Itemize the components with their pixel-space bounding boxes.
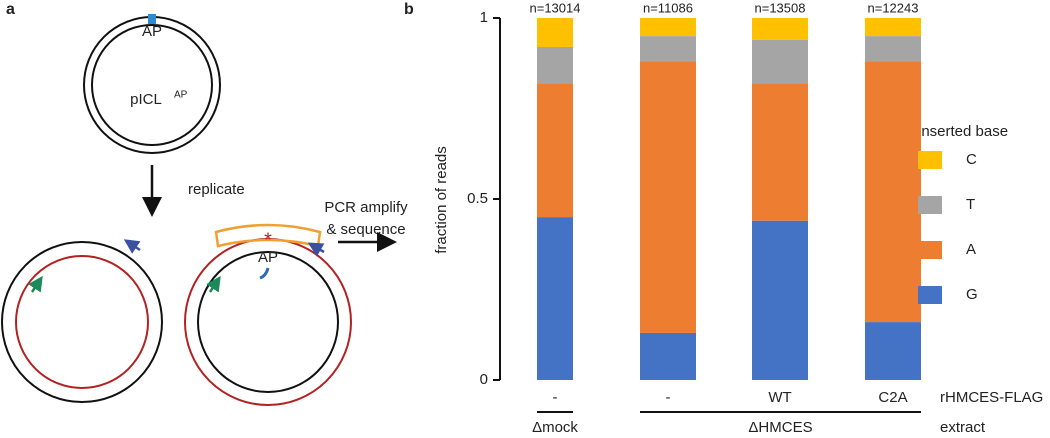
bar-segment	[752, 83, 808, 221]
bar-segment	[752, 220, 808, 380]
legend-swatch	[918, 196, 942, 214]
bar-segment	[865, 18, 921, 37]
bar-segment	[752, 39, 808, 84]
bar-segment	[865, 322, 921, 380]
x-tick-label: -	[666, 389, 671, 406]
group-label: ΔHMCES	[748, 419, 812, 436]
bar-segment	[640, 18, 696, 37]
bar-segment	[640, 36, 696, 62]
annotation: n=13014	[530, 0, 581, 15]
ap-label: AP	[142, 23, 162, 40]
bar-segment	[865, 36, 921, 62]
annotation: n=13508	[755, 0, 806, 15]
method-label: & sequence	[326, 221, 405, 238]
x-tick-label: -	[553, 389, 558, 406]
panel-label: a	[6, 1, 15, 18]
bar-segment	[537, 18, 573, 47]
bar-segment	[640, 61, 696, 333]
legend-swatch	[918, 241, 942, 259]
group-label: Δmock	[532, 419, 578, 436]
strand-inner	[197, 251, 339, 393]
y-tick-label: 0.5	[467, 190, 488, 207]
panel-a: a AP pICL AP replicate * AP PCR amplify …	[1, 1, 408, 406]
bar-segment	[537, 217, 573, 380]
primer	[123, 239, 141, 254]
primer	[28, 275, 43, 293]
x-tick-label: WT	[768, 389, 791, 406]
plasmid-label: pICL	[130, 91, 162, 108]
bar-segment	[640, 332, 696, 380]
strand-inner	[15, 255, 149, 389]
panel-label: b	[404, 1, 414, 18]
method-label: PCR amplify	[324, 199, 408, 216]
row-label: extract	[940, 419, 986, 436]
ap-hook	[259, 267, 270, 280]
y-tick-label: 0	[480, 371, 488, 388]
bar-segment	[537, 46, 573, 84]
legend-label: A	[966, 241, 976, 258]
legend-title: inserted base	[918, 123, 1008, 140]
plasmid-inner	[91, 24, 213, 146]
x-tick-label: C2A	[878, 389, 907, 406]
bar-segment	[537, 83, 573, 218]
row-label: rHMCES-FLAG	[940, 389, 1043, 406]
primer	[206, 275, 221, 293]
bar-segment	[865, 61, 921, 323]
legend-label: G	[966, 286, 978, 303]
y-tick-label: 1	[480, 9, 488, 26]
strand-outer	[1, 241, 163, 403]
ap-site	[148, 14, 156, 24]
primer	[307, 242, 325, 257]
annotation: n=12243	[868, 0, 919, 15]
legend-label: T	[966, 196, 975, 213]
legend-swatch	[918, 151, 942, 169]
y-axis-label: fraction of reads	[433, 146, 450, 254]
ap-label: AP	[258, 249, 278, 266]
legend-swatch	[918, 286, 942, 304]
panel-b: b fraction of reads rHMCES-FLAG extract …	[404, 0, 1043, 436]
legend-label: C	[966, 151, 977, 168]
asterisk: *	[264, 229, 272, 251]
step-label: replicate	[188, 181, 245, 198]
annotation: n=11086	[643, 0, 693, 15]
plasmid-sup: AP	[174, 90, 188, 101]
bar-segment	[752, 18, 808, 40]
